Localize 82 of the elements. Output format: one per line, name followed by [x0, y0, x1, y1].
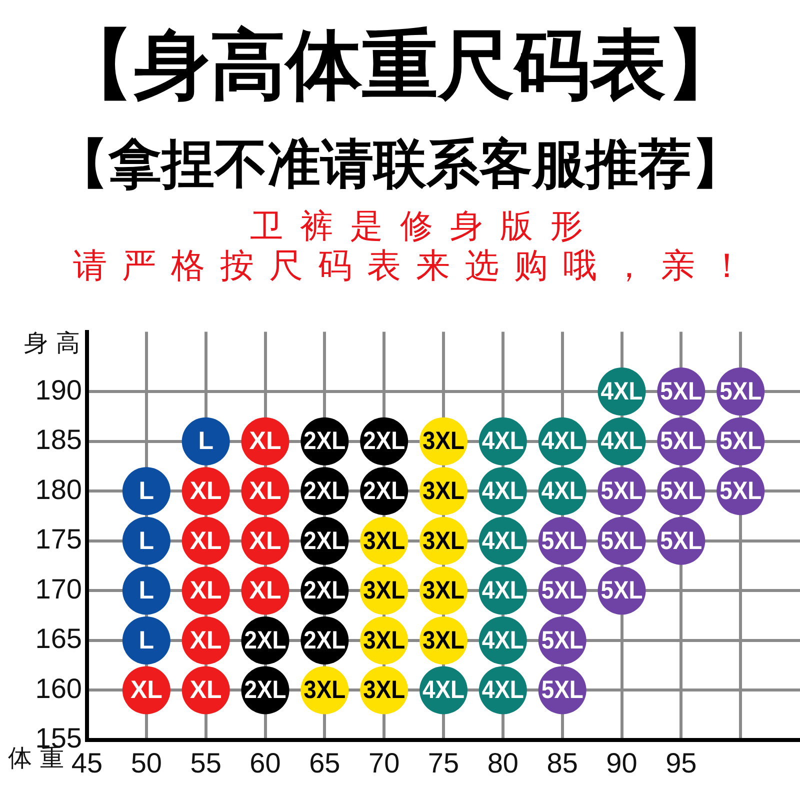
text: 5XL — [720, 477, 762, 506]
y-tick-label: 165 — [35, 623, 82, 654]
text: 5XL — [600, 576, 643, 605]
text: 4XL — [541, 477, 584, 506]
text: 5XL — [660, 477, 702, 506]
x-tick-label: 55 — [190, 748, 222, 779]
text: 4XL — [482, 576, 524, 605]
y-tick-label: 170 — [35, 573, 82, 604]
text: 5XL — [660, 526, 702, 556]
text: 5XL — [541, 626, 584, 655]
y-tick-label: 190 — [35, 374, 82, 406]
text: 2XL — [304, 427, 346, 456]
text: 2XL — [244, 676, 286, 704]
text: L — [138, 476, 154, 505]
text: 3XL — [422, 576, 464, 605]
x-tick-label: 65 — [309, 748, 340, 779]
series-label: 2XL — [363, 427, 406, 456]
x-tick-label: 95 — [666, 748, 697, 779]
text: XL — [190, 626, 222, 654]
text: 2XL — [363, 477, 406, 506]
text: 4XL — [482, 676, 524, 704]
text: L — [138, 526, 154, 555]
y-tick-label: 185 — [35, 424, 82, 456]
text: 卫裤是修身版形 — [249, 207, 601, 244]
text: XL — [249, 576, 282, 605]
text: 2XL — [304, 626, 346, 655]
x-tick-label: 70 — [368, 748, 400, 779]
text: 3XL — [422, 477, 464, 506]
text: XL — [130, 676, 162, 704]
text: 4XL — [482, 427, 524, 456]
series-label: 3XL — [422, 427, 464, 456]
text: 5XL — [541, 676, 584, 704]
text: 2XL — [304, 477, 346, 506]
text: 5XL — [541, 526, 584, 556]
text: 3XL — [363, 526, 406, 556]
x-tick-label: 60 — [250, 748, 281, 779]
y-tick-label: 160 — [35, 672, 82, 704]
text: 2XL — [304, 526, 346, 556]
x-tick-label: 90 — [606, 748, 638, 779]
chart-subtitle: 【拿捏不准请联系客服推荐】 — [54, 135, 746, 194]
text: 4XL — [422, 676, 464, 704]
text: 5XL — [660, 427, 702, 456]
text: 3XL — [363, 676, 406, 704]
text: 3XL — [304, 676, 346, 704]
y-axis-title: 身高 — [24, 330, 88, 358]
series-label: 4XL — [600, 378, 643, 406]
text: 5XL — [720, 427, 762, 456]
y-tick-label: 180 — [35, 474, 82, 505]
text: XL — [249, 427, 282, 456]
x-tick-label: 80 — [487, 748, 518, 779]
text: XL — [249, 476, 282, 505]
text: 3XL — [422, 626, 464, 655]
text: 4XL — [541, 427, 584, 456]
series-label: L — [138, 576, 154, 605]
text: 2XL — [244, 626, 286, 655]
text: XL — [249, 526, 282, 555]
text: 2XL — [304, 576, 346, 605]
text: 4XL — [482, 526, 524, 556]
text: 4XL — [600, 427, 643, 456]
text: 3XL — [363, 626, 406, 655]
series-label: XL — [190, 576, 222, 605]
text: 5XL — [541, 576, 584, 605]
x-tick-label: 50 — [130, 748, 162, 779]
x-tick-label: 85 — [546, 748, 578, 779]
x-tick-label: 45 — [71, 748, 103, 779]
text: L — [138, 626, 154, 654]
text: 4XL — [482, 477, 524, 506]
text: XL — [190, 526, 222, 555]
series-label: 5XL — [660, 378, 702, 406]
text: 3XL — [422, 526, 464, 556]
y-tick-label: 175 — [35, 524, 82, 555]
text: 5XL — [600, 477, 643, 506]
text: 请严格按尺码表来选购哦，亲！ — [72, 247, 760, 286]
text: 3XL — [363, 576, 406, 605]
text: 4XL — [482, 626, 524, 655]
text: 5XL — [600, 526, 643, 556]
text: XL — [190, 676, 222, 704]
text: XL — [190, 476, 222, 505]
chart-title: 【身高体重尺码表】 — [57, 23, 743, 108]
x-tick-label: 75 — [428, 748, 460, 779]
text: 5XL — [720, 378, 762, 406]
text: L — [198, 427, 214, 456]
